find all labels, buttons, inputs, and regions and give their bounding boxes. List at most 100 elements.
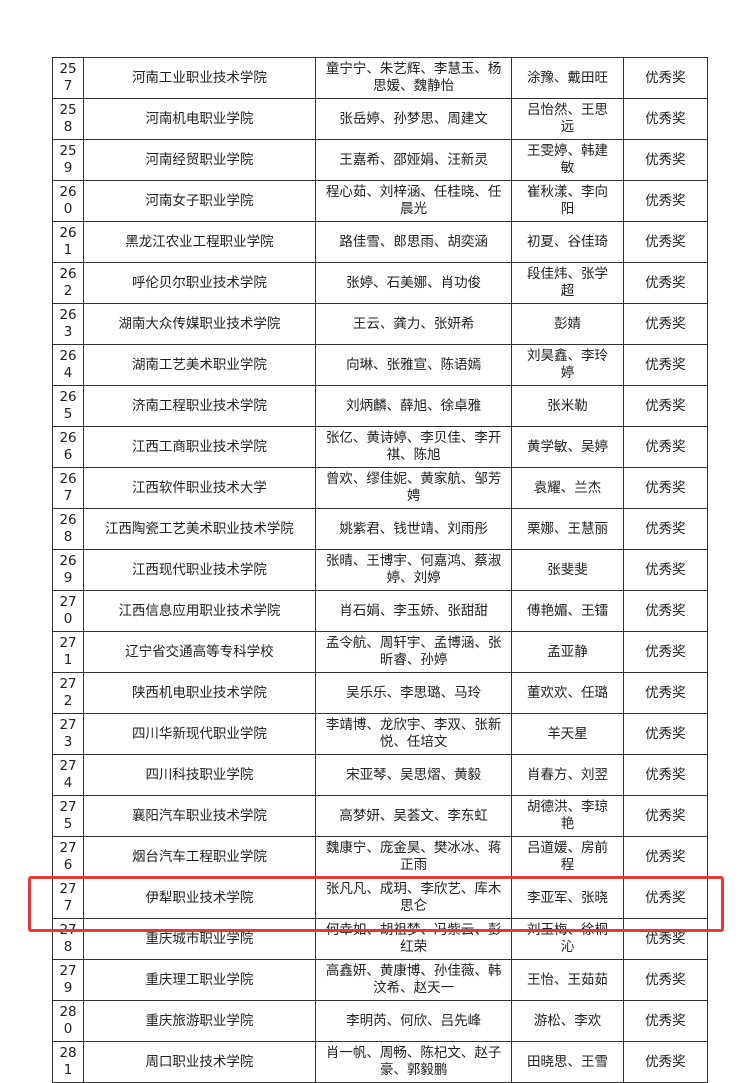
table-row: 257 河南工业职业技术学院 童宁宁、朱艺辉、李慧玉、杨思媛、魏静怡 涂豫、戴田旺 优秀…	[51, 57, 709, 99]
student-names: 张晴、王博宇、何嘉鸿、蔡淑婷、刘婷	[314, 549, 513, 591]
school-name: 湖南大众传媒职业技术学院	[83, 303, 316, 345]
teacher-names: 刘昊鑫、李玲婷	[511, 344, 624, 386]
school-name: 河南女子职业学院	[83, 180, 316, 222]
row-number: 279	[51, 959, 85, 1001]
student-names: 肖一帆、周畅、陈杞文、赵子豪、郭毅鹏	[314, 1041, 513, 1083]
student-names: 李明芮、何欣、吕先峰	[314, 1000, 513, 1042]
row-number: 281	[51, 1041, 85, 1083]
school-name: 江西现代职业技术学院	[83, 549, 316, 591]
table-row: 259 河南经贸职业学院 王嘉希、邵娅娟、汪新灵 王雯婷、韩建敏 优秀奖	[51, 139, 709, 181]
teacher-names: 崔秋漾、李向阳	[511, 180, 624, 222]
student-names: 李靖博、龙欣宇、李双、张新悦、任培文	[314, 713, 513, 755]
school-name: 重庆旅游职业学院	[83, 1000, 316, 1042]
row-number: 265	[51, 385, 85, 427]
student-names: 刘炳麟、薛旭、徐卓雅	[314, 385, 513, 427]
page: {"table": {"rows": [ ["257","河南工业职业技术学院"…	[28, 57, 724, 1083]
table-row: 265 济南工程职业技术学院 刘炳麟、薛旭、徐卓雅 张米勒 优秀奖	[51, 385, 709, 427]
table-row: 276 烟台汽车工程职业学院 魏康宁、庞金昊、樊冰冰、蒋正雨 吕道媛、房前程 优秀奖	[51, 836, 709, 878]
student-names: 张凡凡、成玥、李欣艺、库木思仑	[314, 877, 513, 919]
student-names: 张岳婷、孙梦思、周建文	[314, 98, 513, 140]
school-name: 四川华新现代职业学院	[83, 713, 316, 755]
student-names: 张婷、石美娜、肖功俊	[314, 262, 513, 304]
teacher-names: 王雯婷、韩建敏	[511, 139, 624, 181]
teacher-names: 孟亚静	[511, 631, 624, 673]
table-row: 280 重庆旅游职业学院 李明芮、何欣、吕先峰 游松、李欢 优秀奖	[51, 1000, 709, 1042]
teacher-names: 黄学敏、吴婷	[511, 426, 624, 468]
school-name: 河南机电职业学院	[83, 98, 316, 140]
teacher-names: 吕道媛、房前程	[511, 836, 624, 878]
award: 优秀奖	[622, 754, 709, 796]
table-row: 274 四川科技职业学院 宋亚琴、吴思熠、黄毅 肖春方、刘翌 优秀奖	[51, 754, 709, 796]
school-name: 河南工业职业技术学院	[83, 57, 316, 99]
teacher-names: 栗娜、王慧丽	[511, 508, 624, 550]
school-name: 重庆理工职业学院	[83, 959, 316, 1001]
table-row: 268 江西陶瓷工艺美术职业技术学院 姚紫君、钱世靖、刘雨彤 栗娜、王慧丽 优秀奖	[51, 508, 709, 550]
school-name: 济南工程职业技术学院	[83, 385, 316, 427]
table-row: 262 呼伦贝尔职业技术学院 张婷、石美娜、肖功俊 段佳炜、张学超 优秀奖	[51, 262, 709, 304]
teacher-names: 李亚军、张晓	[511, 877, 624, 919]
award: 优秀奖	[622, 262, 709, 304]
student-names: 宋亚琴、吴思熠、黄毅	[314, 754, 513, 796]
teacher-names: 王怡、王茹茹	[511, 959, 624, 1001]
table-row: 277 伊犁职业技术学院 张凡凡、成玥、李欣艺、库木思仑 李亚军、张晓 优秀奖	[51, 877, 709, 919]
school-name: 周口职业技术学院	[83, 1041, 316, 1083]
teacher-names: 张斐斐	[511, 549, 624, 591]
school-name: 四川科技职业学院	[83, 754, 316, 796]
row-number: 264	[51, 344, 85, 386]
row-number: 274	[51, 754, 85, 796]
student-names: 童宁宁、朱艺辉、李慧玉、杨思媛、魏静怡	[314, 57, 513, 99]
student-names: 路佳雪、郎思雨、胡奕涵	[314, 221, 513, 263]
award: 优秀奖	[622, 57, 709, 99]
award: 优秀奖	[622, 959, 709, 1001]
award: 优秀奖	[622, 467, 709, 509]
school-name: 江西信息应用职业技术学院	[83, 590, 316, 632]
award: 优秀奖	[622, 590, 709, 632]
teacher-names: 彭婧	[511, 303, 624, 345]
school-name: 黑龙江农业工程职业学院	[83, 221, 316, 263]
school-name: 烟台汽车工程职业学院	[83, 836, 316, 878]
teacher-names: 吕怡然、王思远	[511, 98, 624, 140]
table-row: 275 襄阳汽车职业技术学院 高梦妍、吴荟文、李东虹 胡德洪、李琼艳 优秀奖	[51, 795, 709, 837]
teacher-names: 袁耀、兰杰	[511, 467, 624, 509]
table-row: 279 重庆理工职业学院 高鑫妍、黄康博、孙佳薇、韩汶希、赵天一 王怡、王茹茹 优秀奖	[51, 959, 709, 1001]
student-names: 姚紫君、钱世靖、刘雨彤	[314, 508, 513, 550]
table-row: 261 黑龙江农业工程职业学院 路佳雪、郎思雨、胡奕涵 初夏、谷佳琦 优秀奖	[51, 221, 709, 263]
row-number: 260	[51, 180, 85, 222]
table-row: 278 重庆城市职业学院 何幸如、胡祖梦、冯紫云、彭红荣 刘玉梅、徐桐沁 优秀奖	[51, 918, 709, 960]
award: 优秀奖	[622, 508, 709, 550]
award: 优秀奖	[622, 672, 709, 714]
row-number: 276	[51, 836, 85, 878]
student-names: 向琳、张雅宣、陈语嫣	[314, 344, 513, 386]
award: 优秀奖	[622, 385, 709, 427]
school-name: 湖南工艺美术职业学院	[83, 344, 316, 386]
table-row: 272 陕西机电职业技术学院 吴乐乐、李思璐、马玲 董欢欢、任璐 优秀奖	[51, 672, 709, 714]
row-number: 270	[51, 590, 85, 632]
row-number: 259	[51, 139, 85, 181]
award: 优秀奖	[622, 836, 709, 878]
table-row: 269 江西现代职业技术学院 张晴、王博宇、何嘉鸿、蔡淑婷、刘婷 张斐斐 优秀奖	[51, 549, 709, 591]
table-row: 263 湖南大众传媒职业技术学院 王云、龚力、张妍希 彭婧 优秀奖	[51, 303, 709, 345]
row-number: 261	[51, 221, 85, 263]
school-name: 江西软件职业技术大学	[83, 467, 316, 509]
student-names: 王嘉希、邵娅娟、汪新灵	[314, 139, 513, 181]
row-number: 275	[51, 795, 85, 837]
award: 优秀奖	[622, 139, 709, 181]
table-row: 267 江西软件职业技术大学 曾欢、缪佳妮、黄家航、邹芳娉 袁耀、兰杰 优秀奖	[51, 467, 709, 509]
award: 优秀奖	[622, 98, 709, 140]
table-row: 270 江西信息应用职业技术学院 肖石娟、李玉娇、张甜甜 傅艳媚、王镭 优秀奖	[51, 590, 709, 632]
row-number: 272	[51, 672, 85, 714]
school-name: 江西陶瓷工艺美术职业技术学院	[83, 508, 316, 550]
student-names: 肖石娟、李玉娇、张甜甜	[314, 590, 513, 632]
school-name: 呼伦贝尔职业技术学院	[83, 262, 316, 304]
teacher-names: 涂豫、戴田旺	[511, 57, 624, 99]
award: 优秀奖	[622, 180, 709, 222]
teacher-names: 羊天星	[511, 713, 624, 755]
teacher-names: 傅艳媚、王镭	[511, 590, 624, 632]
table-row: 271 辽宁省交通高等专科学校 孟令航、周轩宇、孟博涵、张昕睿、孙婷 孟亚静 优秀奖	[51, 631, 709, 673]
row-number: 278	[51, 918, 85, 960]
row-number: 263	[51, 303, 85, 345]
teacher-names: 田晓思、王雪	[511, 1041, 624, 1083]
school-name: 陕西机电职业技术学院	[83, 672, 316, 714]
student-names: 程心茹、刘梓涵、任桂晓、任晨光	[314, 180, 513, 222]
school-name: 河南经贸职业学院	[83, 139, 316, 181]
